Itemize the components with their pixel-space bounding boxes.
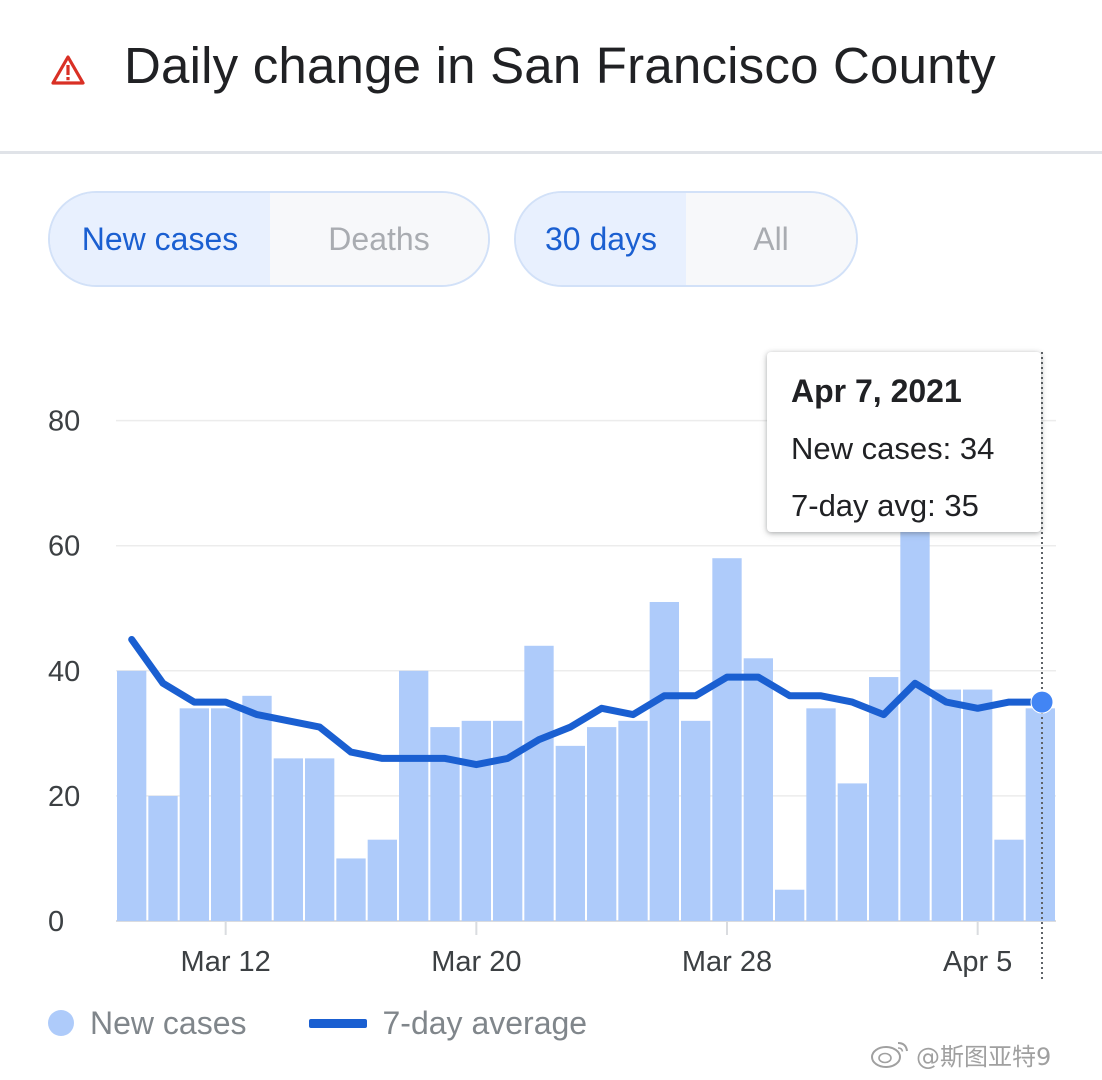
bar	[681, 720, 711, 921]
x-axis-layer: Mar 12 Mar 20 Mar 28 Apr 5	[181, 921, 1012, 978]
bar	[712, 558, 742, 921]
watermark: @斯图亚特9	[868, 1036, 1051, 1072]
bar	[211, 708, 241, 921]
bar	[618, 720, 648, 921]
y-tick-label: 40	[48, 656, 80, 688]
bar	[399, 670, 429, 921]
watermark-text: @斯图亚特9	[916, 1042, 1052, 1071]
legend-line-icon	[308, 1018, 367, 1028]
bar	[837, 783, 867, 921]
line-layer	[128, 636, 1044, 769]
bar	[806, 708, 836, 921]
range-toggle: 30 days All	[514, 191, 858, 287]
x-tick-label: Mar 28	[682, 946, 772, 978]
legend-dot-icon	[48, 1010, 74, 1036]
cursor-layer	[1030, 352, 1054, 980]
legend-label-7-day-average: 7-day average	[382, 1004, 588, 1041]
tooltip-7-day-avg: 7-day avg: 35	[791, 488, 979, 523]
bar	[1025, 708, 1055, 921]
weibo-logo-icon	[871, 1042, 908, 1068]
warning-triangle-icon	[51, 55, 85, 85]
tooltip-date: Apr 7, 2021	[791, 373, 962, 409]
legend-item-new-cases[interactable]: New cases	[48, 1005, 247, 1042]
bar	[461, 720, 491, 921]
bar	[931, 689, 961, 921]
bar	[117, 670, 147, 921]
header: Daily change in San Francisco County	[0, 0, 1102, 152]
y-tick-label: 60	[48, 531, 80, 563]
bars-layer	[117, 526, 1055, 921]
chart-tooltip: Apr 7, 2021 New cases: 34 7-day avg: 35	[767, 352, 1041, 532]
y-tick-label: 80	[48, 406, 80, 438]
all-tab[interactable]: All	[686, 193, 856, 285]
bar	[524, 645, 554, 921]
seven-day-average-line	[128, 636, 1044, 769]
bar	[900, 526, 930, 921]
bar	[305, 758, 335, 921]
bar	[273, 758, 303, 921]
x-tick-label: Mar 20	[431, 946, 521, 978]
bar	[242, 695, 272, 921]
page-title: Daily change in San Francisco County	[124, 37, 996, 94]
legend-item-7-day-average[interactable]: 7-day average	[308, 1004, 588, 1042]
y-tick-label: 20	[48, 781, 80, 813]
legend-label-new-cases: New cases	[90, 1004, 247, 1041]
bar	[148, 795, 178, 921]
deaths-tab[interactable]: Deaths	[270, 193, 488, 285]
bar	[994, 839, 1024, 921]
bar	[179, 708, 209, 921]
bar	[587, 727, 617, 921]
chart-legend: New cases 7-day average	[48, 998, 649, 1048]
x-tick-label: Mar 12	[181, 946, 271, 978]
bar	[743, 658, 773, 921]
header-divider	[0, 151, 1102, 154]
bar	[336, 858, 366, 921]
highlight-point	[1030, 690, 1054, 714]
x-tick-label: Apr 5	[943, 946, 1012, 978]
y-tick-label: 0	[48, 906, 64, 938]
bar	[963, 689, 993, 921]
bar	[775, 889, 805, 921]
daily-cases-chart[interactable]: 0 20 40 60 80 Mar 12 Mar 20 Mar 28 Apr 5	[0, 300, 1102, 1000]
metric-toggle: New cases Deaths	[48, 191, 490, 287]
bar	[555, 745, 585, 921]
tooltip-new-cases: New cases: 34	[791, 431, 995, 466]
grid-layer: 0 20 40 60 80	[48, 406, 1056, 938]
new-cases-tab[interactable]: New cases	[50, 193, 270, 285]
bar	[649, 601, 679, 921]
bar	[367, 839, 397, 921]
30-days-tab[interactable]: 30 days	[516, 193, 686, 285]
